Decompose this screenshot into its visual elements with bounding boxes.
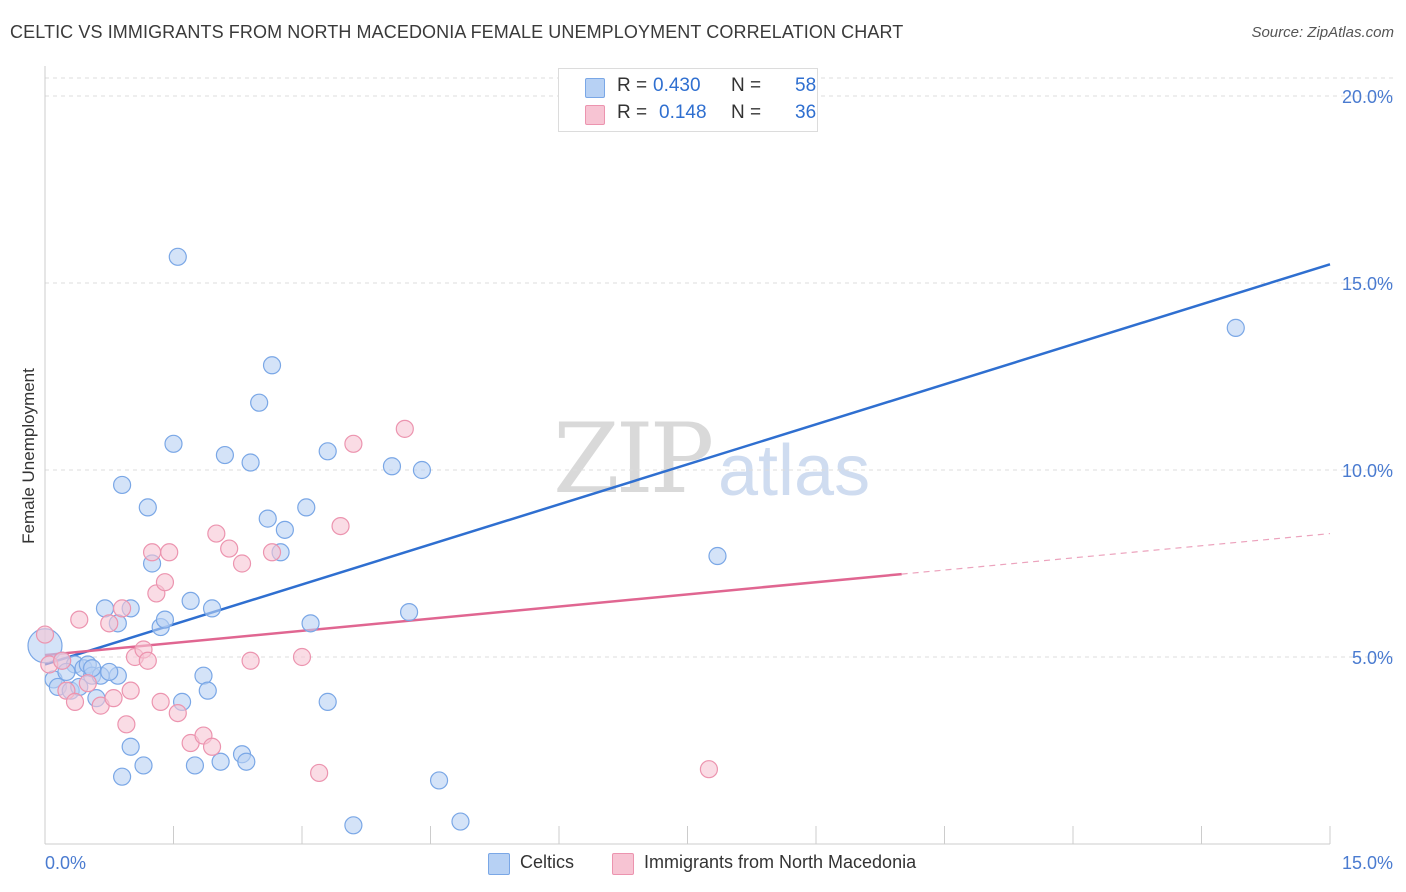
legend-r-label: R = bbox=[617, 75, 648, 96]
correlation-legend: R = 0.430 N = 58 R = 0.148 N = 36 bbox=[558, 68, 818, 132]
y-tick-label: 10.0% bbox=[1342, 461, 1393, 481]
source-credit: Source: ZipAtlas.com bbox=[1251, 24, 1394, 41]
point-immigrants bbox=[207, 524, 226, 543]
tick-labels: 5.0% 10.0% 15.0% 20.0% 0.0% 15.0% bbox=[45, 87, 1393, 873]
point-celtics bbox=[95, 599, 115, 618]
legend-r-value: 0.148 bbox=[659, 102, 707, 123]
point-celtics bbox=[138, 498, 157, 517]
point-celtics bbox=[83, 659, 102, 678]
legend-swatch-immigrants bbox=[585, 105, 605, 125]
point-celtics bbox=[215, 445, 234, 465]
x-tick-label-min: 0.0% bbox=[45, 853, 86, 873]
legend-n-value: 36 bbox=[795, 102, 817, 123]
point-immigrants bbox=[241, 651, 260, 670]
trend-lines bbox=[44, 263, 1331, 666]
point-celtics bbox=[301, 614, 320, 633]
point-celtics bbox=[344, 816, 363, 835]
point-immigrants bbox=[65, 692, 85, 711]
point-immigrants bbox=[310, 763, 329, 783]
point-celtics bbox=[275, 520, 294, 539]
point-immigrants bbox=[117, 715, 136, 734]
point-celtics bbox=[412, 460, 432, 480]
point-immigrants bbox=[292, 647, 312, 667]
point-celtics bbox=[708, 546, 727, 566]
bottom-legend-label-celtics: Celtics bbox=[520, 852, 575, 872]
watermark-zip: ZIP bbox=[553, 403, 714, 515]
x-tick-label-max: 15.0% bbox=[1342, 853, 1393, 873]
point-immigrants bbox=[155, 573, 175, 592]
point-immigrants bbox=[160, 543, 179, 562]
legend-swatch-celtics bbox=[585, 78, 605, 98]
bottom-legend-label-immigrants: Immigrants from North Macedonia bbox=[644, 852, 917, 872]
point-immigrants bbox=[168, 703, 187, 723]
trend-line-immigrants-extension bbox=[901, 532, 1331, 575]
point-immigrants bbox=[53, 651, 72, 670]
point-immigrants bbox=[104, 689, 123, 708]
bottom-legend-swatch-celtics bbox=[488, 853, 510, 875]
chart-title: CELTIC VS IMMIGRANTS FROM NORTH MACEDONI… bbox=[10, 22, 904, 42]
point-immigrants bbox=[78, 674, 97, 693]
point-celtics bbox=[399, 603, 419, 622]
point-celtics bbox=[429, 771, 449, 790]
point-immigrants bbox=[70, 610, 89, 629]
point-celtics bbox=[202, 599, 222, 618]
point-celtics bbox=[382, 457, 402, 476]
point-celtics bbox=[164, 434, 183, 453]
point-immigrants bbox=[142, 543, 162, 562]
bottom-legend-swatch-immigrants bbox=[612, 853, 634, 875]
legend-r-label: R = bbox=[617, 102, 648, 123]
trend-line-immigrants bbox=[44, 572, 902, 657]
y-tick-label: 20.0% bbox=[1342, 87, 1393, 107]
point-immigrants bbox=[331, 516, 350, 536]
point-celtics bbox=[121, 737, 140, 756]
point-celtics bbox=[297, 498, 316, 517]
point-celtics bbox=[198, 681, 217, 700]
point-celtics bbox=[112, 767, 132, 786]
point-celtics bbox=[181, 591, 200, 611]
point-celtics bbox=[155, 610, 175, 629]
axes bbox=[44, 66, 1331, 845]
point-celtics bbox=[134, 756, 153, 775]
point-celtics bbox=[168, 247, 187, 266]
watermark-atlas: atlas bbox=[718, 431, 871, 511]
point-celtics bbox=[185, 756, 205, 775]
point-celtics bbox=[194, 666, 213, 685]
legend-n-label: N = bbox=[731, 102, 762, 123]
point-celtics bbox=[112, 475, 132, 495]
point-immigrants bbox=[202, 737, 222, 756]
point-celtics bbox=[250, 393, 269, 412]
point-immigrants bbox=[151, 692, 170, 711]
point-celtics bbox=[237, 752, 256, 771]
point-celtics bbox=[318, 692, 337, 711]
y-axis-label: Female Unemployment bbox=[19, 368, 38, 544]
point-celtics bbox=[318, 442, 337, 461]
point-celtics bbox=[211, 752, 230, 771]
point-immigrants bbox=[112, 599, 132, 618]
point-celtics bbox=[258, 509, 277, 528]
point-immigrants bbox=[262, 543, 282, 562]
point-immigrants bbox=[220, 539, 239, 558]
point-celtics bbox=[241, 453, 260, 472]
legend-n-value: 58 bbox=[795, 75, 817, 96]
point-immigrants bbox=[699, 760, 719, 779]
data-points bbox=[27, 109, 1245, 835]
point-immigrants bbox=[121, 681, 140, 700]
point-immigrants bbox=[35, 625, 55, 644]
point-immigrants bbox=[232, 554, 252, 573]
legend-r-value: 0.430 bbox=[653, 75, 701, 96]
y-tick-label: 5.0% bbox=[1352, 648, 1393, 668]
point-celtics bbox=[100, 662, 119, 682]
point-immigrants bbox=[344, 434, 363, 453]
y-tick-label: 15.0% bbox=[1342, 274, 1393, 294]
point-celtics bbox=[262, 356, 282, 375]
point-celtics bbox=[1226, 318, 1245, 337]
point-immigrants bbox=[395, 419, 414, 438]
point-immigrants bbox=[138, 651, 157, 670]
trend-line-celtics bbox=[44, 263, 1331, 666]
point-celtics bbox=[451, 812, 470, 831]
point-immigrants bbox=[100, 614, 119, 633]
legend-n-label: N = bbox=[731, 75, 762, 96]
